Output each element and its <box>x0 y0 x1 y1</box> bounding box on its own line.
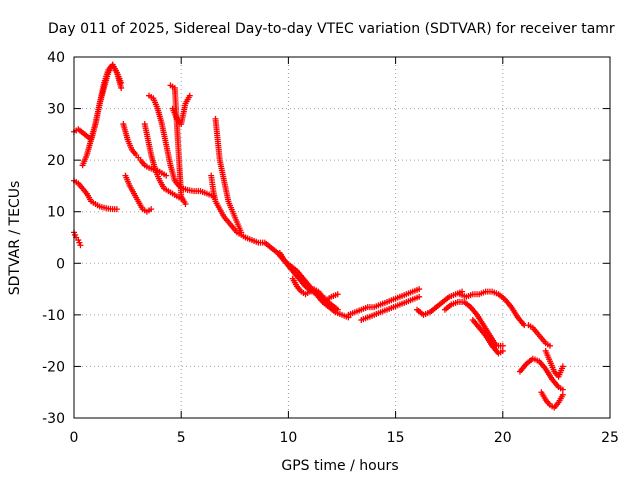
series-arc-y <box>542 347 566 380</box>
data-point <box>559 386 566 393</box>
series-arc-g <box>141 121 185 202</box>
series-arc-f <box>122 172 155 215</box>
series-arc-u <box>456 288 528 329</box>
x-tick-label: 20 <box>494 430 512 446</box>
data-point <box>334 291 341 298</box>
data-point <box>238 229 245 236</box>
y-tick-label: 30 <box>47 102 65 118</box>
series-arc-r <box>414 288 466 318</box>
y-tick-label: 40 <box>47 50 65 66</box>
series-arc-w <box>516 355 566 393</box>
data-point <box>416 293 423 300</box>
series-arc-o <box>289 275 341 303</box>
data-point <box>186 92 193 99</box>
data-point <box>118 79 125 86</box>
y-tick-label: 0 <box>56 256 65 272</box>
data-point <box>163 172 170 179</box>
data-point <box>148 206 155 213</box>
data-point <box>546 342 553 349</box>
series-arc-j <box>167 82 189 207</box>
y-tick-label: -20 <box>42 359 65 375</box>
y-tick-label: -30 <box>42 411 65 427</box>
chart-title: Day 011 of 2025, Sidereal Day-to-day VTE… <box>48 21 615 37</box>
series-arc-x <box>538 389 566 411</box>
series-arc-d <box>79 61 125 169</box>
series-arc-v <box>525 322 553 349</box>
series-arc-n <box>276 249 341 313</box>
series-arc-l <box>212 115 245 236</box>
data-point <box>113 206 120 213</box>
data-point <box>416 286 423 293</box>
y-tick-label: 10 <box>47 205 65 221</box>
y-axis: -30 -20 -10 0 10 20 30 40 <box>42 50 610 427</box>
data-point <box>499 347 506 354</box>
series-arc-k <box>208 172 249 241</box>
x-tick-label: 10 <box>279 430 297 446</box>
data-point <box>334 306 341 313</box>
x-axis: 0 5 10 15 20 25 <box>70 57 619 446</box>
x-tick-label: 5 <box>177 430 186 446</box>
x-tick-label: 15 <box>387 430 405 446</box>
series-arc-p <box>345 286 423 318</box>
series-arc-b <box>71 177 120 213</box>
y-tick-label: 20 <box>47 153 65 169</box>
series-arc-h <box>146 92 217 200</box>
data-point <box>559 391 566 398</box>
x-axis-label: GPS time / hours <box>281 458 398 474</box>
y-tick-label: -10 <box>42 308 65 324</box>
x-tick-label: 0 <box>70 430 79 446</box>
data-point <box>118 84 125 91</box>
data-point <box>559 363 566 370</box>
series-arc-q <box>358 293 423 324</box>
data-point <box>182 200 189 207</box>
series-arc-s <box>441 298 506 349</box>
series-arc-a <box>71 229 84 249</box>
y-axis-label: SDTVAR / TECUs <box>7 181 23 296</box>
x-tick-label: 25 <box>601 430 619 446</box>
data-point <box>77 242 84 249</box>
plot-frame <box>73 56 611 419</box>
data-points <box>71 61 566 411</box>
series-arc-t <box>469 317 506 357</box>
data-point <box>499 342 506 349</box>
